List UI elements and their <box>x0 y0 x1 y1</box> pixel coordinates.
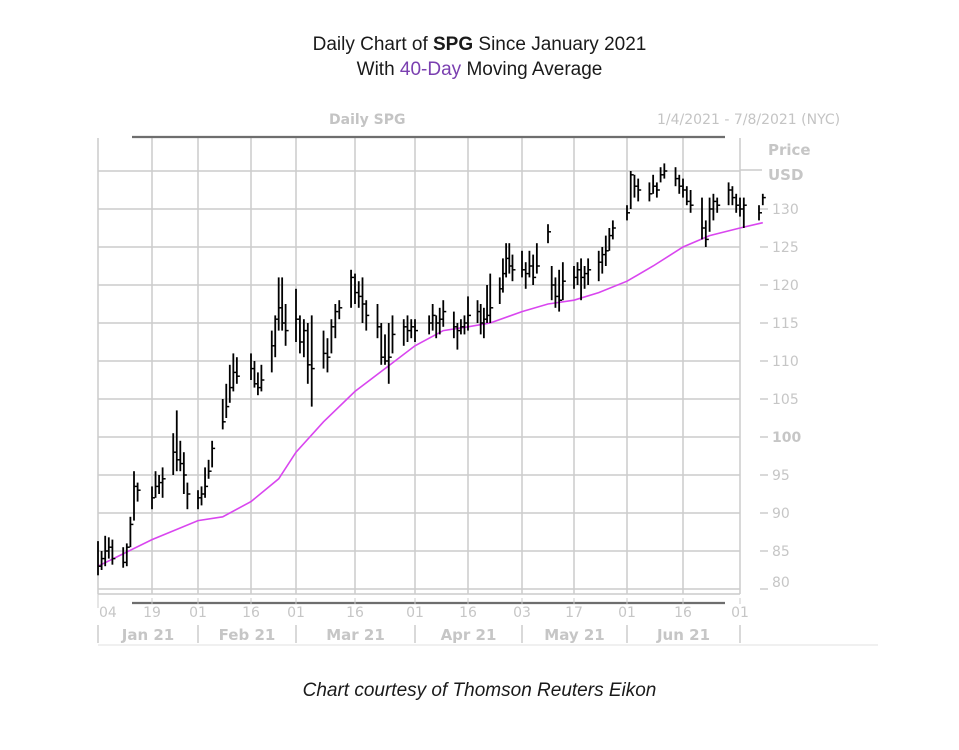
svg-text:80: 80 <box>772 575 790 591</box>
title-suffix: Since January 2021 <box>473 34 647 55</box>
svg-text:16: 16 <box>459 605 477 621</box>
svg-text:May 21: May 21 <box>544 626 604 644</box>
svg-text:USD: USD <box>768 166 803 184</box>
x-axis: 04 19 01 16 01 16 01 16 03 17 01 16 01 Jan 21 Feb 21 Ma… <box>97 598 749 644</box>
chart-frame <box>97 135 878 646</box>
svg-text:04: 04 <box>99 605 117 621</box>
svg-text:01: 01 <box>406 605 424 621</box>
svg-text:130: 130 <box>772 202 799 218</box>
title-prefix: Daily Chart of <box>312 34 433 55</box>
svg-text:01: 01 <box>618 605 636 621</box>
chart-title-line-2: With 40-Day Moving Average <box>0 58 959 82</box>
chart-caption: Chart courtesy of Thomson Reuters Eikon <box>302 680 657 701</box>
svg-text:85: 85 <box>772 544 790 560</box>
svg-text:19: 19 <box>143 605 161 621</box>
svg-text:03: 03 <box>513 605 531 621</box>
price-chart: Price USD 80 85 90 95 100 105 110 115 120 125 130 04… <box>97 135 878 646</box>
svg-text:115: 115 <box>772 316 799 332</box>
svg-text:16: 16 <box>242 605 260 621</box>
svg-text:105: 105 <box>772 392 799 408</box>
svg-text:95: 95 <box>772 468 790 484</box>
svg-text:01: 01 <box>731 605 749 621</box>
svg-text:Apr 21: Apr 21 <box>441 626 497 644</box>
subtitle-suffix: Moving Average <box>461 59 603 80</box>
svg-text:Jun 21: Jun 21 <box>656 626 710 644</box>
svg-text:01: 01 <box>287 605 305 621</box>
date-range: 1/4/2021 - 7/8/2021 (NYC) <box>657 112 841 128</box>
gridlines <box>97 138 741 594</box>
svg-text:110: 110 <box>772 354 799 370</box>
title-ticker: SPG <box>433 34 474 55</box>
svg-text:Feb 21: Feb 21 <box>219 626 276 644</box>
svg-text:01: 01 <box>189 605 207 621</box>
svg-text:90: 90 <box>772 506 790 522</box>
svg-text:Jan 21: Jan 21 <box>121 626 174 644</box>
svg-text:125: 125 <box>772 240 799 256</box>
svg-text:17: 17 <box>565 605 583 621</box>
svg-text:Mar 21: Mar 21 <box>326 626 385 644</box>
ohlc-bars <box>97 163 766 576</box>
svg-text:16: 16 <box>674 605 692 621</box>
svg-text:100: 100 <box>772 430 801 446</box>
chart-title-line-1: Daily Chart of SPG Since January 2021 <box>0 33 959 57</box>
subtitle-accent: 40-Day <box>399 59 462 80</box>
svg-text:Price: Price <box>768 141 811 159</box>
svg-text:120: 120 <box>772 278 799 294</box>
svg-text:16: 16 <box>346 605 364 621</box>
moving-average-line <box>97 221 763 567</box>
subtitle-prefix: With <box>356 59 400 80</box>
y-axis: Price USD 80 85 90 95 100 105 110 115 120 125 130 <box>740 141 811 591</box>
chart-label: Daily SPG <box>329 112 406 128</box>
